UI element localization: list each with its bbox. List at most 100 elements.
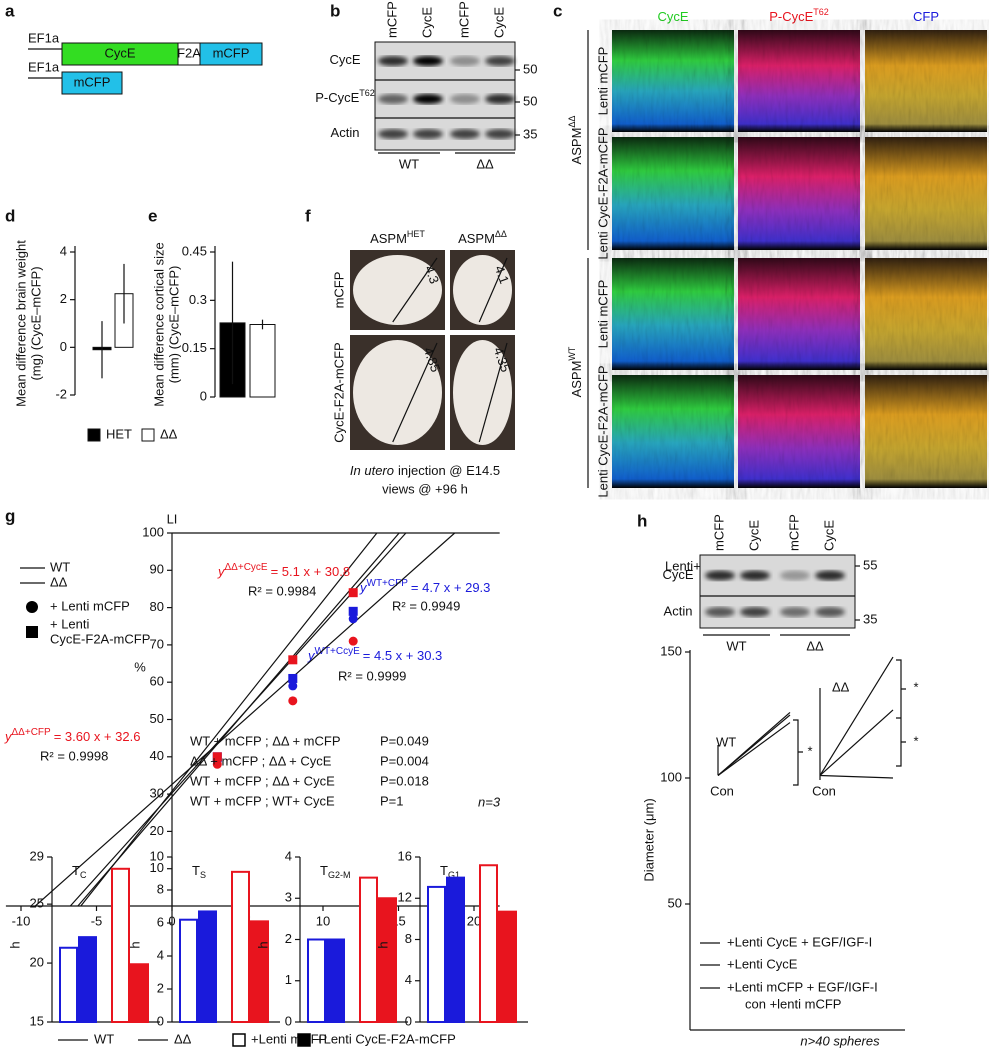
- column-header-sup: HET: [407, 229, 426, 239]
- chart-title-base: T: [320, 863, 328, 878]
- row-label: Lenti CycE-F2A-mCFP: [595, 365, 610, 497]
- column-header: P-CycET62: [769, 7, 829, 24]
- legend-label: +Lenti CycE: [727, 956, 798, 971]
- y-axis-label: h: [127, 941, 142, 948]
- eq-var: y: [307, 648, 316, 663]
- y-tick-label: 16: [398, 848, 412, 863]
- legend-label: ΔΔ: [160, 426, 178, 441]
- micrograph-texture: [612, 30, 734, 132]
- y-tick-label: 150: [660, 643, 682, 658]
- y-axis-label: (mg) (CycE–mCFP): [28, 266, 43, 380]
- fit-line: [34, 532, 456, 907]
- fit-line: [80, 532, 378, 907]
- chart-title: LI: [167, 511, 178, 526]
- micrograph-texture: [865, 30, 987, 132]
- blot-band: [378, 129, 408, 139]
- eq-sup: WT+CcyE: [315, 646, 361, 657]
- y-tick-label: 12: [398, 890, 412, 905]
- panel-label: c: [553, 1, 562, 20]
- column-header-sup: T62: [813, 7, 829, 17]
- group-label: ΔΔ: [832, 679, 850, 694]
- column-header-base: P-CycE: [769, 9, 813, 24]
- point: [348, 636, 358, 646]
- point: [288, 681, 298, 691]
- blot-band: [413, 129, 443, 139]
- chart-title-sub: G1: [448, 870, 460, 880]
- blot-row-label-base: CycE: [329, 52, 360, 67]
- legend-label: con +lenti mCFP: [745, 996, 841, 1011]
- panel-label: d: [5, 206, 15, 225]
- y-tick-label: 8: [157, 881, 164, 896]
- eq-var: y: [217, 564, 226, 579]
- column-header-base: ASPM: [458, 231, 495, 246]
- micrograph-texture: [612, 375, 734, 488]
- legend-label: +Lenti CycE + EGF/IGF-I: [727, 934, 872, 949]
- brain-measure: [392, 342, 438, 443]
- y-tick-label: 4: [60, 243, 67, 258]
- group-label: ASPMWT: [567, 346, 584, 397]
- blot-band: [485, 94, 515, 104]
- blot-row-label-sup: T62: [359, 88, 375, 98]
- brain-measure: [478, 257, 508, 323]
- chart-title-base: T: [192, 863, 200, 878]
- eq-body: = 4.5 x + 30.3: [363, 648, 443, 663]
- legend-marker: [26, 626, 38, 638]
- legend-label: + Lenti: [50, 616, 90, 631]
- chart-title-base: T: [72, 863, 80, 878]
- blot-band: [815, 607, 845, 617]
- bar: [250, 920, 269, 1023]
- eq-sup: ΔΔ+CFP: [12, 727, 52, 738]
- legend-label: CycE-F2A-mCFP: [50, 631, 150, 646]
- caption: In utero injection @ E14.5: [350, 463, 500, 478]
- brain: [353, 255, 442, 325]
- series-line: [819, 709, 894, 776]
- y-tick-label: 15: [30, 1013, 44, 1028]
- y-tick-label: 0: [200, 388, 207, 403]
- brain-measure: [478, 342, 508, 443]
- mw-marker: 35: [523, 126, 537, 141]
- brain-size: 4.1: [492, 264, 512, 286]
- p-value: P=1: [380, 793, 404, 808]
- x-tick-label: -10: [12, 913, 31, 928]
- micrograph-texture: [865, 375, 987, 488]
- fit-r2: R² = 0.9984: [248, 583, 316, 598]
- mw-marker: 50: [523, 61, 537, 76]
- legend-swatch: [87, 428, 101, 442]
- blot-band: [485, 56, 515, 66]
- row-label: Lenti mCFP: [595, 47, 610, 116]
- bar: [111, 867, 130, 1023]
- y-tick-label: 60: [150, 674, 164, 689]
- blot-row-label: CycE: [329, 52, 360, 67]
- fit-equation: yWT+CFP = 4.7 x + 29.3: [359, 578, 490, 596]
- legend-label: +Lenti mCFP + EGF/IGF-I: [727, 979, 878, 994]
- brain: [453, 340, 512, 445]
- y-tick-label: 0: [60, 339, 67, 354]
- n-label: n=3: [478, 794, 501, 809]
- part-label: mCFP: [213, 45, 250, 60]
- eq-body: = 3.60 x + 32.6: [54, 729, 141, 744]
- micrograph-texture: [738, 375, 860, 488]
- legend-label: ΔΔ: [174, 1031, 192, 1046]
- column-header: ASPMΔΔ: [458, 229, 507, 246]
- part-label: CycE: [104, 45, 135, 60]
- panel-label: h: [637, 511, 647, 530]
- promoter-label: EF1a: [28, 30, 60, 45]
- annotation: *: [913, 733, 918, 748]
- part-label: mCFP: [74, 74, 111, 89]
- blot-prefix: Lenti+: [665, 558, 701, 573]
- chart-title: TS: [192, 863, 206, 880]
- blot-band: [740, 607, 770, 617]
- legend-marker: [26, 601, 38, 613]
- p-value: P=0.049: [380, 733, 429, 748]
- lane-label: CycE: [491, 7, 506, 38]
- y-tick-label: 4: [157, 947, 164, 962]
- blot-band: [780, 570, 810, 581]
- point: [348, 606, 358, 616]
- blot-row-label: P-CycET62: [315, 88, 375, 105]
- y-tick-label: 29: [30, 848, 44, 863]
- series-line: [819, 774, 894, 779]
- blot-band: [413, 94, 443, 104]
- y-tick-label: 10: [150, 860, 164, 875]
- y-tick-label: 80: [150, 599, 164, 614]
- bracket: [896, 659, 906, 767]
